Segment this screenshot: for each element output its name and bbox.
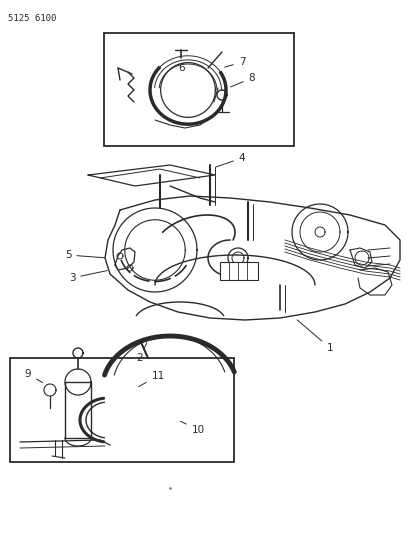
Text: 11: 11: [138, 371, 164, 386]
Bar: [104, 33, 294, 146]
Text: 8: 8: [231, 73, 255, 87]
Text: 2: 2: [137, 343, 147, 363]
Text: 7: 7: [225, 57, 245, 67]
Text: 1: 1: [297, 320, 333, 353]
Text: 5: 5: [65, 250, 105, 260]
Bar: [65, 382, 91, 438]
Text: 3: 3: [69, 271, 107, 283]
Text: 4: 4: [215, 153, 245, 167]
Text: 6: 6: [179, 63, 185, 73]
Bar: [10, 358, 234, 462]
Text: 5125 6100: 5125 6100: [8, 14, 56, 23]
Text: 10: 10: [180, 421, 204, 435]
Polygon shape: [65, 369, 91, 395]
Text: 9: 9: [25, 369, 42, 383]
Bar: [220, 262, 258, 280]
